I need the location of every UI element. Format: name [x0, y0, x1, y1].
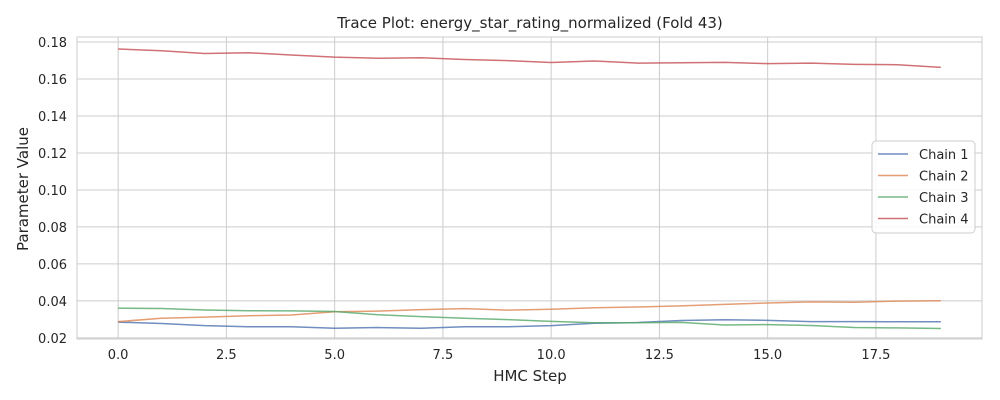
y-tick-label: 0.18	[38, 36, 67, 51]
series-line-chain-2	[118, 299, 941, 323]
legend-label-chain-3: Chain 3	[919, 191, 969, 206]
x-tick-label: 12.5	[645, 348, 674, 363]
series-lines	[118, 48, 941, 330]
legend-label-chain-1: Chain 1	[919, 148, 969, 163]
x-tick-label: 15.0	[753, 348, 782, 363]
y-axis-ticks: 0.02 0.04 0.06 0.08 0.10 0.12 0.14 0.16 0.18	[38, 36, 67, 347]
x-tick-label: 17.5	[861, 348, 890, 363]
legend-box	[871, 140, 976, 234]
y-tick-label: 0.06	[38, 258, 67, 273]
y-tick-label: 0.02	[38, 332, 67, 347]
x-tick-label: 5.0	[324, 348, 345, 363]
x-axis-ticks: 0.0 2.5 5.0 7.5 10.0 12.5 15.0 17.5	[108, 348, 891, 363]
x-tick-label: 0.0	[108, 348, 129, 363]
grid-lines	[77, 37, 982, 339]
y-tick-label: 0.04	[38, 295, 67, 310]
series-line-chain-4	[118, 48, 941, 69]
series-line-chain-3	[118, 307, 941, 330]
series-line-chain-1	[118, 319, 941, 330]
legend-label-chain-4: Chain 4	[919, 213, 969, 228]
legend: Chain 1 Chain 2 Chain 3 Chain 4	[871, 140, 976, 234]
x-tick-label: 10.0	[537, 348, 566, 363]
x-tick-label: 7.5	[433, 348, 454, 363]
x-axis-label: HMC Step	[493, 367, 567, 385]
legend-label-chain-2: Chain 2	[919, 170, 969, 185]
y-tick-label: 0.08	[38, 221, 67, 236]
chart-title: Trace Plot: energy_star_rating_normalize…	[336, 14, 723, 33]
y-tick-label: 0.16	[38, 73, 67, 88]
x-tick-label: 2.5	[216, 348, 237, 363]
plot-area	[76, 36, 983, 340]
y-axis-label: Parameter Value	[14, 127, 32, 251]
y-tick-label: 0.12	[38, 147, 67, 162]
y-tick-label: 0.14	[38, 110, 67, 125]
y-tick-label: 0.10	[38, 184, 67, 199]
